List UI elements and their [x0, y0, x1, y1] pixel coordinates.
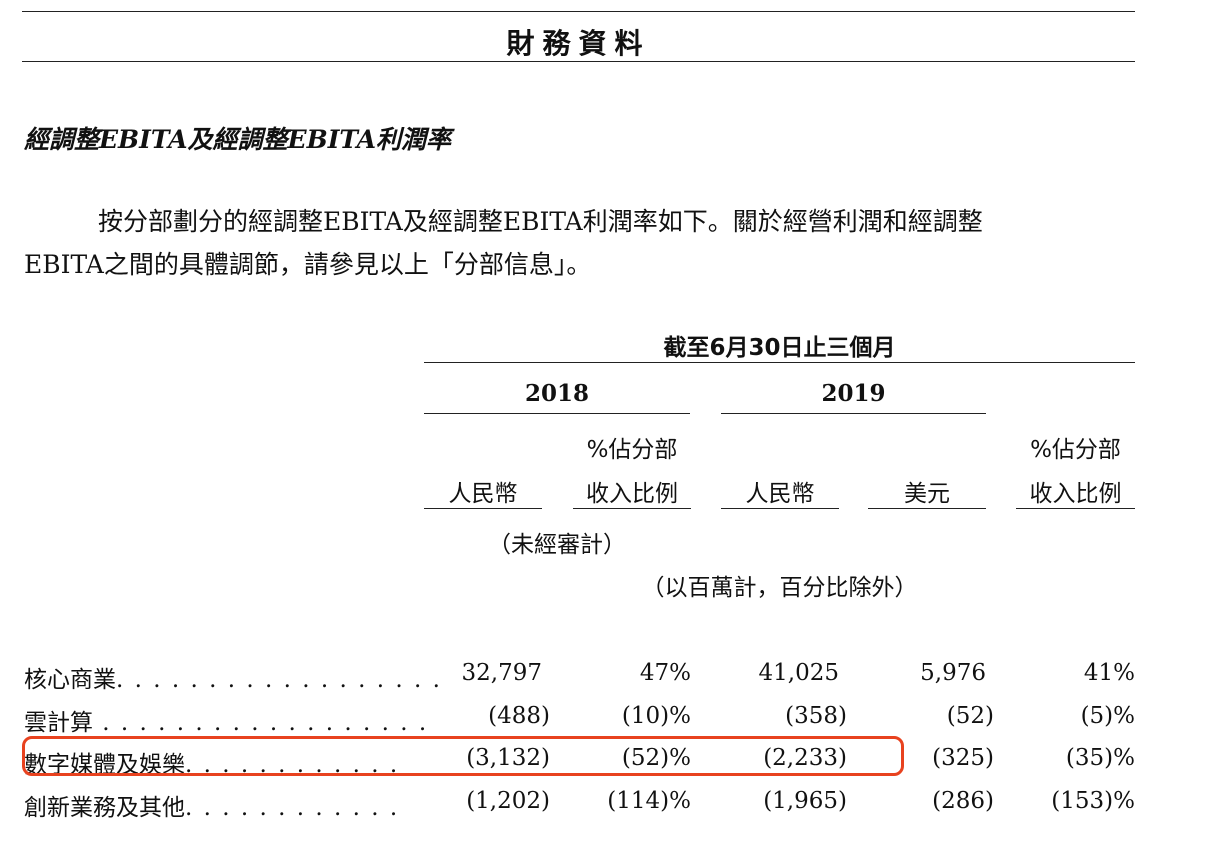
col-rmb-2018: 人民幣 — [448, 481, 518, 507]
leader-dots: . . . . . . . . . . . . . . . . . . — [93, 710, 429, 736]
cell-rmb-2018: (3,132) — [466, 745, 550, 771]
unit-note: （以百萬計，百分比除外） — [641, 575, 918, 601]
row-label-text: 創新業務及其他 — [24, 795, 185, 821]
leader-dots: . . . . . . . . . . . . — [185, 795, 400, 821]
col-usd-2019: 美元 — [904, 481, 950, 507]
cell-pct-2018: (52)% — [621, 745, 691, 771]
paragraph-line-2: EBITA之間的具體調節，請參見以上「分部信息」。 — [24, 250, 592, 279]
cell-rmb-2019: (358) — [785, 703, 847, 729]
row-label-cloud-computing: 雲計算 . . . . . . . . . . . . . . . . . . — [24, 703, 428, 737]
cell-usd-2019: 5,976 — [920, 660, 986, 686]
col-pct-2019-line1: %佔分部 — [1030, 437, 1121, 463]
cell-pct-2019: (35)% — [1065, 745, 1135, 771]
cell-rmb-2018: (488) — [488, 703, 550, 729]
cell-pct-2019: 41% — [1083, 660, 1135, 686]
header-bottom-rule — [22, 61, 1135, 62]
col-rule-rmb-2018 — [424, 508, 542, 509]
year-2018-rule — [424, 413, 690, 414]
cell-rmb-2019: (2,233) — [763, 745, 847, 771]
cell-pct-2019: (153)% — [1051, 788, 1135, 814]
cell-rmb-2018: (1,202) — [466, 788, 550, 814]
col-rule-pct-2018 — [573, 508, 691, 509]
section-heading: 經調整EBITA及經調整EBITA利潤率 — [24, 125, 452, 154]
cell-pct-2019: (5)% — [1080, 703, 1135, 729]
row-label-core-commerce: 核心商業. . . . . . . . . . . . . . . . . . — [24, 660, 442, 694]
col-rule-usd-2019 — [868, 508, 986, 509]
col-rmb-2019: 人民幣 — [745, 481, 815, 507]
col-rule-pct-2019 — [1016, 508, 1135, 509]
cell-rmb-2019: (1,965) — [763, 788, 847, 814]
header-top-rule — [22, 11, 1135, 12]
period-rule — [424, 362, 1135, 363]
cell-pct-2018: 47% — [639, 660, 691, 686]
year-2018: 2018 — [524, 380, 589, 407]
col-pct-2019-line2: 收入比例 — [1029, 481, 1122, 507]
row-label-innovation: 創新業務及其他. . . . . . . . . . . . — [24, 788, 399, 822]
leader-dots: . . . . . . . . . . . . . . . . . . — [116, 667, 442, 693]
paragraph-line-1: 按分部劃分的經調整EBITA及經調整EBITA利潤率如下。關於經營利潤和經調整 — [98, 207, 983, 236]
cell-rmb-2019: 41,025 — [758, 660, 839, 686]
col-pct-2018-line1: %佔分部 — [586, 437, 678, 463]
cell-pct-2018: (114)% — [607, 788, 691, 814]
page-header: 財務資料 — [506, 27, 651, 60]
highlight-box — [22, 736, 904, 776]
cell-rmb-2018: 32,797 — [461, 660, 542, 686]
cell-pct-2018: (10)% — [621, 703, 691, 729]
row-label-text: 核心商業 — [24, 667, 116, 693]
period-header: 截至6月30日止三個月 — [663, 335, 896, 361]
col-pct-2018-line2: 收入比例 — [586, 481, 678, 507]
cell-usd-2019: (52) — [946, 703, 994, 729]
year-2019: 2019 — [821, 380, 886, 407]
unaudited-note: （未經審計） — [488, 532, 626, 558]
row-label-text: 雲計算 — [24, 710, 93, 736]
cell-usd-2019: (286) — [932, 788, 994, 814]
col-rule-rmb-2019 — [721, 508, 839, 509]
cell-usd-2019: (325) — [932, 745, 994, 771]
year-2019-rule — [721, 413, 986, 414]
